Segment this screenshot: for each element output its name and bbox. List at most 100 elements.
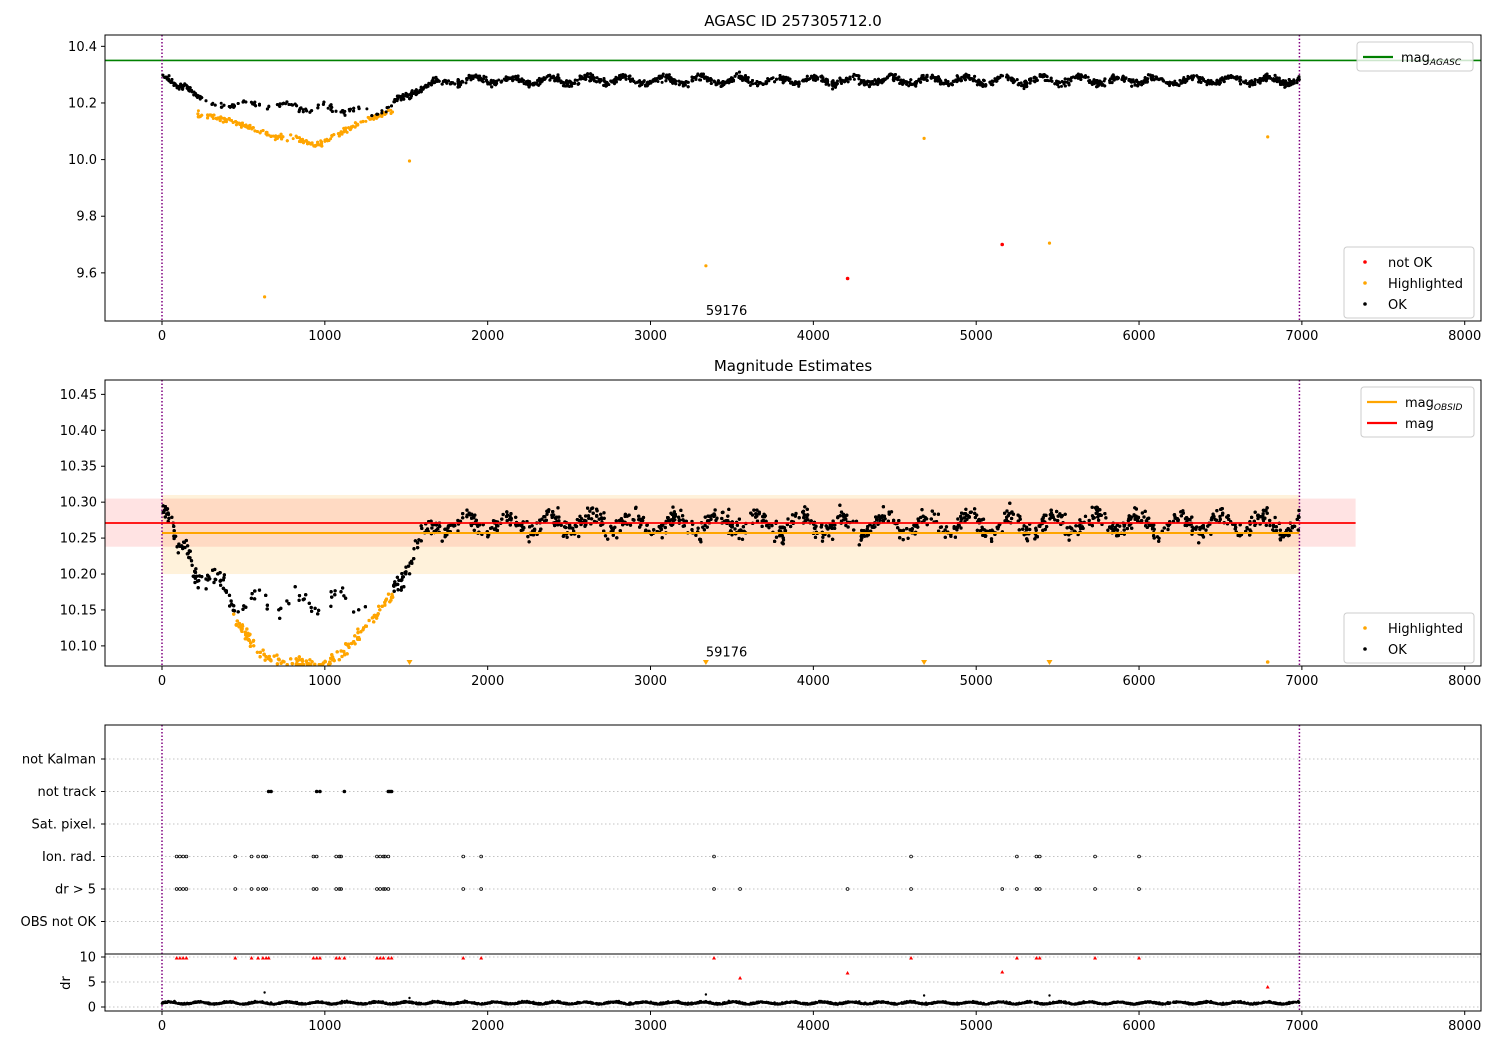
highlighted-point <box>297 655 301 659</box>
ok-point <box>401 95 405 99</box>
highlighted-point <box>231 121 235 124</box>
ok-point <box>951 79 955 83</box>
highlighted-point <box>375 613 380 617</box>
highlighted-point <box>390 592 394 596</box>
ok-point <box>1127 78 1131 81</box>
ok-point <box>1239 82 1243 86</box>
ok-point <box>443 78 447 82</box>
ok-point <box>482 77 486 81</box>
ok-point <box>1239 78 1243 82</box>
ok-point <box>735 72 739 76</box>
ok-point <box>167 77 170 81</box>
ok-point <box>930 73 934 77</box>
ok-point <box>627 75 631 79</box>
highlighted-point <box>244 125 248 129</box>
ok-point <box>1103 77 1107 81</box>
panel-1-x-tick-label: 0 <box>158 329 166 344</box>
panel-1-plot-area <box>105 35 1481 321</box>
panel-1-frame <box>104 34 1482 322</box>
highlighted-point <box>227 117 231 120</box>
ok-point <box>741 78 744 82</box>
ok-point <box>352 106 356 110</box>
ok-point <box>733 74 737 78</box>
ok-point <box>479 77 483 81</box>
ok-point <box>1084 74 1087 78</box>
ok-point <box>429 83 433 87</box>
ok-point <box>843 80 846 84</box>
ok-point <box>588 79 592 83</box>
ok-point <box>500 79 504 83</box>
ok-point <box>508 77 512 81</box>
ok-point <box>868 80 872 84</box>
ok-point <box>204 99 208 103</box>
ok-point <box>797 84 801 88</box>
highlighted-point <box>327 139 331 142</box>
highlighted-point <box>240 627 244 631</box>
ok-point <box>556 79 560 83</box>
panel-1-title: AGASC ID 257305712.0 <box>704 12 882 30</box>
ok-point <box>686 85 690 89</box>
highlighted-point <box>310 660 314 664</box>
ok-point <box>609 79 613 83</box>
panel-1-x-tick-label: 4000 <box>797 329 830 344</box>
ok-point <box>1086 75 1090 79</box>
ok-point <box>352 109 356 113</box>
ok-point <box>1289 82 1293 86</box>
ok-point <box>975 83 979 87</box>
ok-point <box>1140 83 1144 87</box>
ok-point <box>301 110 305 114</box>
highlighted-point <box>258 655 262 659</box>
highlighted-point <box>353 125 357 129</box>
ok-point <box>831 79 835 83</box>
ok-point <box>1227 75 1231 78</box>
ok-point <box>832 82 836 86</box>
ok-point <box>434 75 438 79</box>
ok-point <box>778 74 782 77</box>
ok-point <box>1253 78 1257 82</box>
highlighted-point <box>210 113 213 117</box>
panel-1-legend-lower-dot-swatch <box>1363 302 1367 306</box>
ok-point <box>1287 78 1291 81</box>
ok-point <box>587 75 591 79</box>
ok-point <box>1058 81 1062 85</box>
ok-point <box>1208 81 1212 85</box>
ok-point <box>703 75 707 79</box>
ok-point <box>447 79 450 83</box>
ok-point <box>410 94 413 98</box>
ok-point <box>584 74 588 78</box>
highlighted-point <box>267 654 271 659</box>
ok-point <box>637 80 641 84</box>
ok-point <box>464 81 468 85</box>
ok-point <box>567 80 571 84</box>
ok-point <box>595 76 599 80</box>
highlighted-point <box>306 142 309 146</box>
ok-point <box>1199 80 1203 84</box>
highlighted-point <box>238 624 242 629</box>
ok-point <box>414 88 418 92</box>
ok-point <box>1019 81 1023 85</box>
highlighted-point <box>264 130 268 134</box>
ok-point <box>666 74 670 78</box>
ok-point <box>440 82 444 86</box>
ok-point <box>1222 80 1226 84</box>
ok-point <box>170 78 174 81</box>
ok-point <box>1278 79 1282 83</box>
ok-point <box>253 103 257 107</box>
ok-point <box>213 103 217 107</box>
ok-point <box>897 75 901 79</box>
ok-point <box>431 76 435 80</box>
ok-point <box>393 100 396 104</box>
panel-1-y-tick-label: 10.4 <box>68 40 97 55</box>
ok-point <box>1060 84 1063 88</box>
ok-point <box>1057 85 1061 89</box>
ok-point <box>679 81 683 85</box>
ok-point <box>278 102 282 106</box>
highlighted-point <box>349 126 353 130</box>
highlighted-point <box>263 658 267 662</box>
highlighted-point <box>235 619 239 623</box>
ok-point <box>1077 75 1081 79</box>
highlighted-point <box>320 144 324 148</box>
highlighted-point <box>704 264 708 268</box>
ok-point <box>404 91 408 95</box>
ok-point <box>629 79 632 83</box>
